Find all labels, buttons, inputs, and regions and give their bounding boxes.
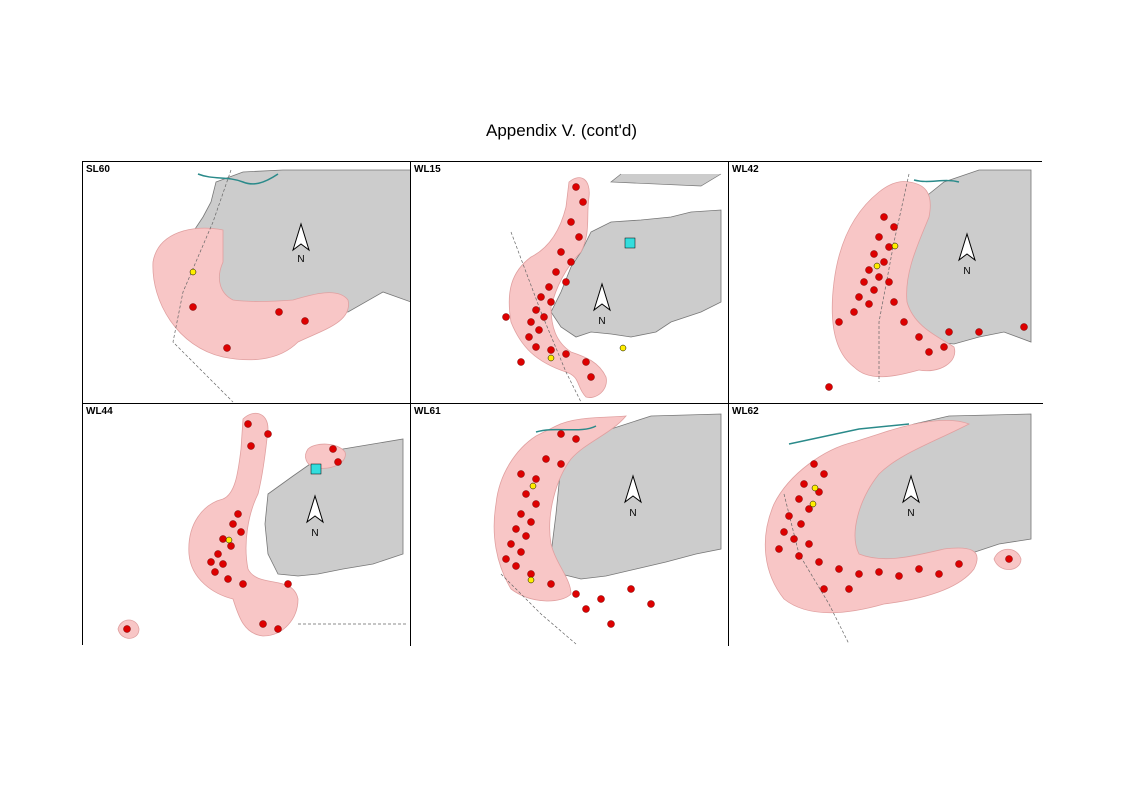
svg-text:N: N (907, 508, 914, 519)
sighting-points (502, 183, 595, 381)
home-range-polygon (152, 227, 349, 361)
map-wl62: N (764, 413, 1032, 645)
map-panel-wl44[interactable]: N WL44 (83, 404, 411, 646)
sighting-highlight (189, 268, 197, 276)
sighting-points (123, 420, 342, 633)
panel-label: WL61 (414, 406, 441, 417)
home-range-polygon (188, 412, 299, 637)
grid-divider (728, 162, 729, 646)
north-arrow: N (593, 282, 611, 327)
coast-route (197, 173, 279, 185)
map-panel-wl15[interactable]: N WL15 (411, 162, 729, 404)
platform-marker (310, 463, 322, 475)
north-arrow: N (624, 474, 642, 519)
panel-label: WL62 (732, 406, 759, 417)
sighting-highlight (891, 242, 899, 250)
map-wl15: N (502, 173, 722, 403)
map-panel-wl42[interactable]: N WL42 (729, 162, 1043, 404)
map-panel-wl62[interactable]: N WL62 (729, 404, 1043, 646)
home-range-polygon (508, 177, 607, 398)
boundary-line (500, 573, 577, 645)
panel-label: WL15 (414, 164, 441, 175)
north-arrow: N (958, 232, 976, 277)
sighting-highlight (529, 482, 537, 490)
sighting-highlight (619, 344, 627, 352)
boundary-line (510, 231, 582, 403)
home-range-polygon (831, 181, 956, 378)
sighting-points (775, 460, 1013, 593)
north-arrow: N (306, 494, 324, 539)
sighting-points (502, 430, 655, 628)
coast-route (913, 179, 960, 183)
map-wl44: N (117, 412, 408, 639)
sighting-point (275, 308, 283, 316)
north-land (610, 173, 722, 187)
panel-label: WL42 (732, 164, 759, 175)
grid-divider (410, 162, 411, 646)
sighting-highlight (225, 536, 233, 544)
sighting-highlight (809, 500, 817, 508)
north-arrow: N (292, 222, 310, 265)
sighting-highlight (547, 354, 555, 362)
platform-marker (624, 237, 636, 249)
map-wl61: N (493, 413, 722, 645)
home-range-polygon (493, 415, 627, 602)
panel-label: WL44 (86, 406, 113, 417)
grid-divider (83, 403, 1043, 404)
sighting-point (223, 344, 231, 352)
page-title: Appendix V. (cont'd) (486, 121, 637, 140)
panel-label: SL60 (86, 164, 110, 175)
sighting-point (189, 303, 197, 311)
coast-route (788, 423, 910, 445)
sighting-point (301, 317, 309, 325)
north-label: N (297, 254, 304, 265)
coast-route (535, 425, 597, 433)
sighting-points (825, 213, 1028, 391)
svg-text:N: N (598, 316, 605, 327)
svg-text:N: N (629, 508, 636, 519)
sighting-highlight (527, 576, 535, 584)
svg-text:N: N (311, 528, 318, 539)
north-arrow: N (902, 474, 920, 519)
map-panel-wl61[interactable]: N WL61 (411, 404, 729, 646)
svg-text:N: N (963, 266, 970, 277)
map-wl42: N (825, 169, 1032, 391)
map-sl60: N (152, 169, 411, 403)
map-grid: N SL60 N WL15 (82, 161, 1043, 646)
landmass (550, 209, 722, 338)
boundary-line (783, 493, 850, 645)
sighting-highlight (873, 262, 881, 270)
boundary-line (172, 169, 234, 403)
sighting-highlight (811, 484, 819, 492)
map-panel-sl60[interactable]: N SL60 (83, 162, 411, 404)
